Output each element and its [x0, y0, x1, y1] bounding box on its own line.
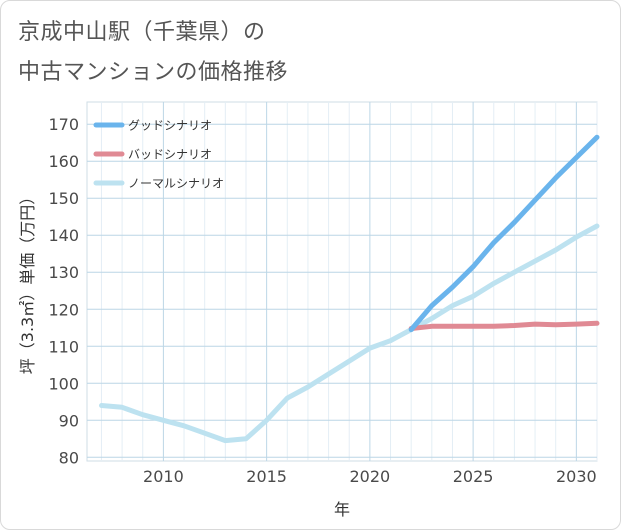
series-line-2	[99, 223, 600, 444]
y-tick-label: 140	[48, 226, 79, 245]
x-tick-label: 2020	[350, 467, 391, 486]
series-line-0	[408, 134, 600, 333]
legend-label: ノーマルシナリオ	[128, 177, 224, 191]
y-tick-label: 130	[48, 263, 79, 282]
series-line-1	[408, 320, 600, 331]
x-tick-label: 2010	[143, 467, 184, 486]
y-tick-label: 170	[48, 115, 79, 134]
legend-label: バッドシナリオ	[128, 148, 212, 162]
y-tick-label: 120	[48, 300, 79, 319]
x-tick-label: 2030	[556, 467, 597, 486]
y-tick-label: 110	[48, 337, 79, 356]
y-tick-label: 160	[48, 152, 79, 171]
y-tick-label: 100	[48, 374, 79, 393]
y-tick-label: 150	[48, 189, 79, 208]
legend-label: グッドシナリオ	[128, 119, 212, 133]
chart-title-line1: 京成中山駅（千葉県）の	[18, 20, 266, 45]
series-lines	[99, 134, 600, 444]
chart-title-line2: 中古マンションの価格推移	[18, 60, 289, 85]
y-tick-label: 80	[59, 448, 79, 467]
grid	[86, 101, 598, 462]
plot-area	[86, 101, 598, 462]
axes: 2010 2015 2020 2025 2030 80 90 100 110 120 130 140 1…	[48, 115, 596, 486]
y-tick-label: 90	[59, 411, 79, 430]
x-tick-label: 2015	[246, 467, 287, 486]
x-axis-label: 年	[334, 500, 350, 519]
y-axis-label: 坪（3.3㎡）単価（万円）	[18, 189, 37, 374]
x-tick-label: 2025	[453, 467, 494, 486]
